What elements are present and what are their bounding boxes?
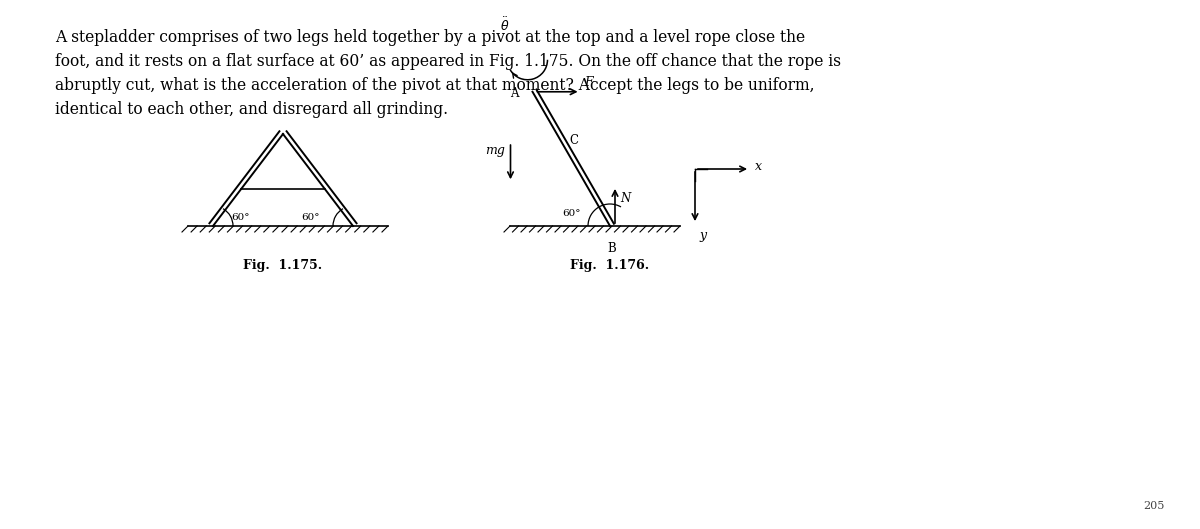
Text: 60°: 60° bbox=[230, 213, 250, 222]
Text: B: B bbox=[607, 242, 617, 255]
Text: 60°: 60° bbox=[301, 213, 319, 222]
Text: F: F bbox=[584, 76, 593, 89]
Text: A: A bbox=[510, 87, 518, 101]
Text: mg: mg bbox=[486, 144, 505, 157]
Text: 60°: 60° bbox=[562, 209, 581, 218]
Text: A stepladder comprises of two legs held together by a pivot at the top and a lev: A stepladder comprises of two legs held … bbox=[55, 29, 841, 118]
Text: 205: 205 bbox=[1144, 501, 1165, 511]
Text: N: N bbox=[620, 191, 630, 205]
Text: Fig.  1.175.: Fig. 1.175. bbox=[244, 259, 323, 272]
Text: y: y bbox=[698, 229, 706, 242]
Text: Fig.  1.176.: Fig. 1.176. bbox=[570, 259, 649, 272]
Text: C: C bbox=[570, 134, 578, 147]
Text: x: x bbox=[755, 160, 762, 174]
Text: $\ddot{\theta}$: $\ddot{\theta}$ bbox=[499, 16, 509, 34]
